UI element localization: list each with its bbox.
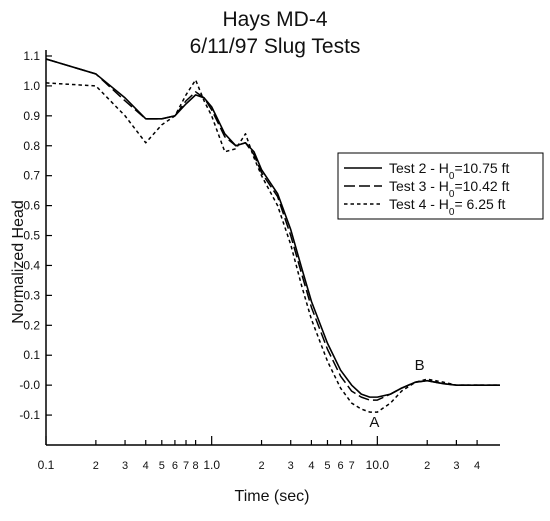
plot-area <box>45 58 500 413</box>
legend-entry-label: Test 4 - H0= 6.25 ft <box>389 196 506 218</box>
legend-box <box>337 152 544 220</box>
x-tick-label: 5 <box>324 460 330 472</box>
annotations: AB <box>369 357 424 431</box>
legend-entry-label: Test 2 - H0=10.75 ft <box>389 160 509 182</box>
x-tick-label: 6 <box>338 460 344 472</box>
x-tick-label: 5 <box>159 460 165 472</box>
x-tick-label: 3 <box>122 460 128 472</box>
legend-entry-label: Test 3 - H0=10.42 ft <box>389 178 509 200</box>
series-line-test-2 <box>45 58 500 398</box>
chart-title-line-1: Hays MD-4 <box>222 8 327 31</box>
y-tick-label: -0.1 <box>19 408 40 422</box>
x-tick-label: 2 <box>424 460 430 472</box>
y-tick-label: 0.4 <box>23 258 40 272</box>
y-axis-label: Normalized Head <box>10 200 27 324</box>
x-tick-label: 10.0 <box>366 458 390 472</box>
x-tick-label: 4 <box>143 460 149 472</box>
y-tick-label: 1.1 <box>23 49 40 63</box>
y-tick-label: 0.7 <box>23 169 40 183</box>
x-tick-label: 6 <box>172 460 178 472</box>
x-tick-label: 2 <box>258 460 264 472</box>
annotation-a: A <box>369 414 379 431</box>
x-tick-label: 4 <box>474 460 480 472</box>
y-tick-label: -0.0 <box>19 378 40 392</box>
series-line-test-4 <box>45 79 500 413</box>
x-tick-label: 7 <box>349 460 355 472</box>
x-tick-label: 8 <box>193 460 199 472</box>
chart-title-line-2: 6/11/97 Slug Tests <box>190 35 361 58</box>
axes: 1.1 1.0 0.9 0.8 0.7 0.6 0.5 0.4 0.3 0.2 0.1 -0.0 -0.… <box>19 49 500 472</box>
y-tick-label: 0.8 <box>23 139 40 153</box>
y-tick-label: 0.1 <box>23 348 40 362</box>
x-tick-label: 4 <box>308 460 314 472</box>
x-tick-label: 1.0 <box>203 458 220 472</box>
y-tick-label: 0.3 <box>23 288 40 302</box>
x-tick-label: 3 <box>288 460 294 472</box>
series-line-test-3 <box>45 58 500 401</box>
y-tick-label: 1.0 <box>23 79 40 93</box>
y-tick-label: 0.2 <box>23 318 40 332</box>
x-tick-label: 2 <box>93 460 99 472</box>
x-axis-label: Time (sec) <box>235 488 310 505</box>
y-tick-label: 0.9 <box>23 109 40 123</box>
y-tick-label: 0.6 <box>23 199 40 213</box>
annotation-b: B <box>415 357 425 374</box>
x-tick-label: 3 <box>453 460 459 472</box>
x-tick-label: 7 <box>183 460 189 472</box>
x-tick-label: 0.1 <box>38 458 55 472</box>
y-tick-label: 0.5 <box>23 229 40 243</box>
